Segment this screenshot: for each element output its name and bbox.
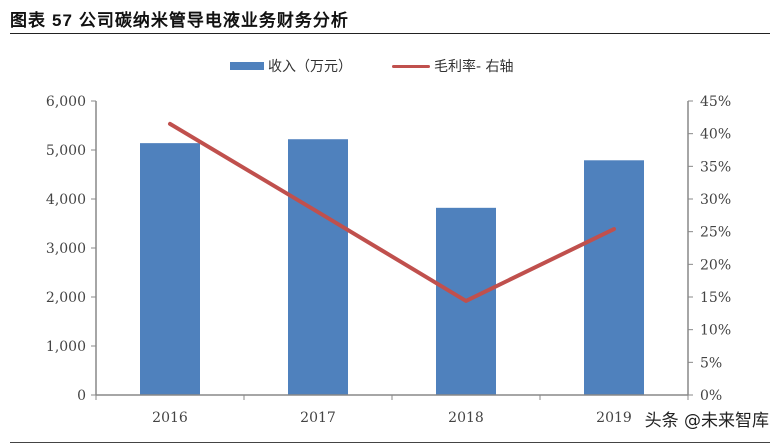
- figure-label: 图表: [10, 11, 46, 31]
- chart-title: 图表 57 公司碳纳米管导电液业务财务分析: [10, 6, 349, 31]
- bar-2017: [288, 139, 348, 395]
- legend-item-margin: 毛利率- 右轴: [392, 56, 514, 76]
- x-tick-label: 2017: [300, 410, 336, 426]
- legend-line-swatch: [392, 64, 430, 68]
- x-tick-label: 2019: [596, 410, 632, 426]
- x-tick-label: 2018: [448, 410, 484, 426]
- right-tick-label: 30%: [700, 192, 731, 208]
- left-tick-label: 2,000: [46, 290, 86, 306]
- legend-bar-swatch: [230, 62, 264, 70]
- x-tick-label: 2016: [152, 410, 188, 426]
- figure-title: 公司碳纳米管导电液业务财务分析: [78, 11, 349, 31]
- bar-2019: [584, 160, 644, 395]
- figure-number: 57: [52, 11, 73, 30]
- chart-legend: 收入（万元） 毛利率- 右轴: [230, 56, 554, 76]
- right-tick-label: 45%: [700, 94, 731, 110]
- legend-item-revenue: 收入（万元）: [230, 56, 352, 76]
- left-tick-label: 3,000: [46, 241, 86, 257]
- right-tick-label: 40%: [700, 127, 731, 143]
- margin-line: [168, 121, 616, 303]
- right-tick-label: 15%: [700, 290, 731, 306]
- bar-2016: [140, 143, 200, 395]
- right-tick-label: 0%: [700, 388, 722, 404]
- legend-revenue-label: 收入（万元）: [268, 59, 352, 75]
- legend-margin-label: 毛利率- 右轴: [434, 59, 514, 75]
- left-tick-label: 4,000: [46, 192, 86, 208]
- right-tick-label: 5%: [700, 355, 722, 371]
- left-tick-label: 0: [77, 388, 86, 404]
- left-tick-label: 1,000: [46, 339, 86, 355]
- bottom-divider: [10, 442, 770, 443]
- right-tick-label: 35%: [700, 159, 731, 175]
- right-tick-label: 25%: [700, 225, 731, 241]
- right-tick-label: 10%: [700, 323, 731, 339]
- left-tick-label: 5,000: [46, 143, 86, 159]
- title-divider: [10, 33, 770, 34]
- right-tick-label: 20%: [700, 257, 731, 273]
- watermark: 头条 @未来智库: [644, 406, 769, 431]
- left-tick-label: 6,000: [46, 94, 86, 110]
